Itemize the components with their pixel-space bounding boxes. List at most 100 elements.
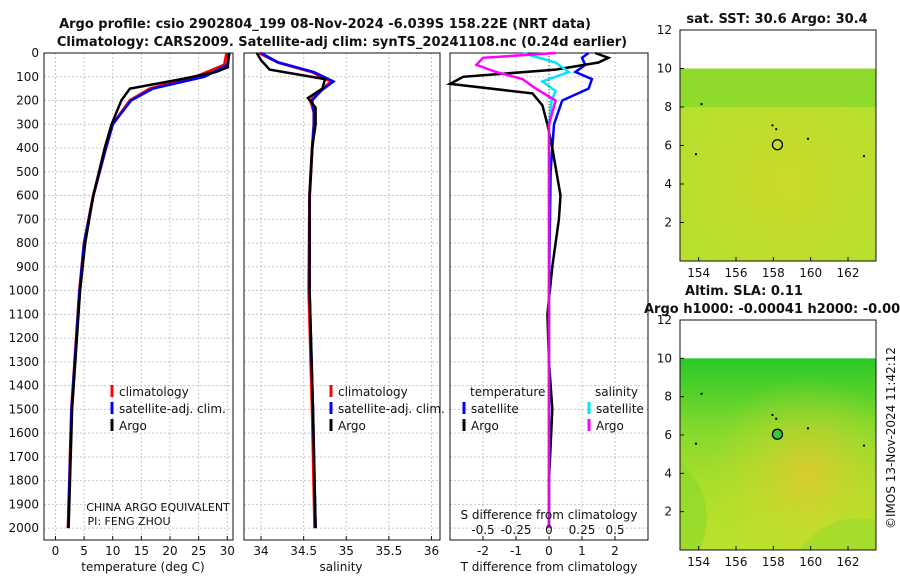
watermark: ©IMOS 13-Nov-2024 11:42:12 (884, 347, 898, 529)
y-tick-label: 1200 (8, 331, 39, 345)
island (806, 137, 809, 140)
x-tick-label: 5 (80, 544, 88, 558)
x-tick-label: -1 (510, 544, 522, 558)
y-tick-label: 12 (657, 313, 672, 327)
y-tick-label: 2000 (8, 521, 39, 535)
x-tick-label: 20 (162, 544, 177, 558)
legend-argo: Argo (119, 419, 147, 433)
figure-title-line1: Argo profile: csio 2902804_199 08-Nov-20… (59, 17, 591, 32)
island (694, 442, 697, 445)
x-tick-label: 1 (578, 544, 586, 558)
y-tick-label: 2 (664, 216, 672, 230)
legend-climatology: climatology (338, 385, 408, 399)
figure-title-line2: Climatology: CARS2009. Satellite-adj cli… (57, 35, 627, 50)
x-tick-label: 2 (611, 544, 619, 558)
legend-s-argo: Argo (596, 419, 624, 433)
island (806, 427, 809, 430)
temperature-panel: 0 5 10 15 20 25 300100200300400500600700800900… (8, 46, 234, 558)
legend-climatology: climatology (119, 385, 189, 399)
y-tick-label: 1400 (8, 379, 39, 393)
sst-cool-band (680, 67, 876, 107)
y-tick-label: 1700 (8, 450, 39, 464)
y-tick-label: 300 (16, 117, 39, 131)
x-tick-label: 30 (220, 544, 235, 558)
x-tick-label: 162 (837, 266, 860, 280)
island (694, 153, 697, 156)
series-line-argo (67, 52, 231, 529)
axes-frame (43, 52, 234, 541)
island (771, 124, 774, 127)
y-tick-label: 1800 (8, 474, 39, 488)
s-tick-label: 0.5 (605, 523, 624, 537)
legend-s-satellite: satellite (596, 402, 644, 416)
sst-map-title: sat. SST: 30.6 Argo: 30.4 (686, 12, 867, 27)
axes-frame (243, 52, 441, 541)
y-tick-label: 800 (16, 236, 39, 250)
sla-map-title-line2: Argo h1000: -0.00041 h2000: -0.00 (644, 302, 900, 317)
legend-salinity-title: salinity (595, 385, 638, 399)
y-tick-label: 1100 (8, 307, 39, 321)
x-tick-label: 35.5 (376, 544, 403, 558)
sla-cool-patch-right (800, 518, 876, 550)
y-tick-label: 900 (16, 260, 39, 274)
x-tick-label: 154 (687, 555, 710, 569)
series-line-s-satellite (522, 51, 572, 529)
y-tick-label: 10 (657, 351, 672, 365)
difference-xlabel-top: S difference from climatology (461, 508, 638, 522)
y-tick-label: 600 (16, 189, 39, 203)
y-tick-label: 1500 (8, 402, 39, 416)
island (775, 128, 778, 131)
x-tick-label: 10 (105, 544, 120, 558)
legend-satellite: satellite-adj. clim. (119, 402, 226, 416)
y-tick-label: 0 (31, 46, 39, 60)
y-tick-label: 400 (16, 141, 39, 155)
no-data-region (680, 30, 876, 69)
pi-line1: CHINA ARGO EQUIVALENT (86, 501, 230, 514)
x-tick-label: 154 (687, 266, 710, 280)
x-tick-label: 156 (725, 555, 748, 569)
y-tick-label: 8 (664, 390, 672, 404)
salinity-panel: 34 34.5 35 35.5 36 (243, 51, 441, 558)
series-line-argo (255, 52, 327, 529)
island (862, 155, 865, 158)
y-tick-label: 12 (657, 23, 672, 37)
y-tick-label: 4 (664, 177, 672, 191)
difference-panel: -2 -1 0 1 2 -0.5 -0.25 0 0.25 0.5 (445, 51, 649, 558)
x-tick-label: 158 (762, 555, 785, 569)
x-tick-label: 35 (339, 544, 354, 558)
x-tick-label: 0 (545, 544, 553, 558)
x-tick-label: 36 (424, 544, 439, 558)
island (862, 444, 865, 447)
y-tick-label: 6 (664, 139, 672, 153)
island (700, 103, 703, 106)
y-tick-label: 1000 (8, 284, 39, 298)
legend-satellite: satellite-adj. clim. (338, 402, 445, 416)
y-tick-label: 6 (664, 428, 672, 442)
temperature-xlabel: temperature (deg C) (81, 560, 204, 574)
sla-cool-patch-left (680, 460, 707, 550)
y-tick-label: 500 (16, 165, 39, 179)
s-tick-label: 0.25 (569, 523, 596, 537)
y-tick-label: 100 (16, 70, 39, 84)
no-data-region (680, 320, 876, 359)
y-tick-label: 4 (664, 466, 672, 480)
y-tick-label: 1900 (8, 497, 39, 511)
temperature-legend: climatology satellite-adj. clim. Argo (110, 385, 226, 433)
sst-map: 154 156 158 160 162 2 4 6 8 10 12 (657, 23, 877, 280)
x-tick-label: -2 (477, 544, 489, 558)
island (700, 392, 703, 395)
sla-map: 154 156 158 160 162 2 4 6 8 10 12 (657, 313, 877, 569)
legend-argo: Argo (338, 419, 366, 433)
y-tick-label: 1300 (8, 355, 39, 369)
series-line-climatology (66, 52, 229, 529)
x-tick-label: 162 (837, 555, 860, 569)
x-tick-label: 160 (799, 555, 822, 569)
s-tick-label: -0.25 (500, 523, 531, 537)
y-tick-label: 2 (664, 505, 672, 519)
series-line-s-argo (474, 51, 558, 529)
island (771, 413, 774, 416)
y-tick-label: 8 (664, 100, 672, 114)
x-tick-label: 25 (191, 544, 206, 558)
s-tick-label: 0 (545, 523, 553, 537)
x-tick-label: 0 (52, 544, 60, 558)
